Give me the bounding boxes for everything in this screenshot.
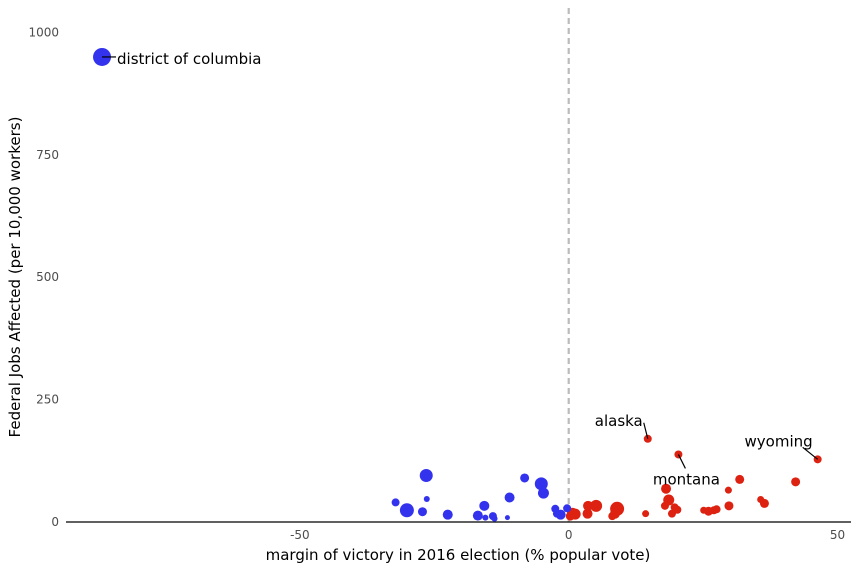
- x-tick-label: 50: [830, 528, 845, 542]
- annotation-label: wyoming: [745, 432, 813, 450]
- data-point-republican: [700, 506, 708, 514]
- data-point-republican: [660, 501, 669, 510]
- data-point-democrat: [423, 495, 430, 502]
- data-point-democrat: [482, 514, 489, 521]
- points-layer: [93, 47, 822, 522]
- annotation-label: montana: [653, 470, 720, 488]
- data-point-republican: [565, 511, 575, 521]
- data-point-republican: [724, 486, 732, 494]
- data-point-republican: [608, 512, 617, 521]
- x-tick-label: -50: [290, 528, 310, 542]
- annotations-layer: district of columbia alaska montana wyoming: [102, 50, 819, 488]
- data-point-republican: [791, 477, 801, 487]
- data-point-democrat: [419, 468, 433, 482]
- data-point-democrat: [520, 473, 530, 483]
- annotation-label: alaska: [595, 412, 643, 430]
- annotation-leader-line: [643, 422, 649, 439]
- data-point-democrat: [442, 509, 453, 520]
- y-tick-label: 500: [36, 270, 59, 284]
- data-point-republican: [724, 501, 734, 511]
- data-point-democrat: [399, 503, 414, 518]
- data-point-republican: [582, 508, 593, 519]
- x-tick-label: 0: [565, 528, 573, 542]
- data-point-democrat: [504, 515, 510, 521]
- data-point-republican: [735, 474, 745, 484]
- data-point-republican: [712, 505, 721, 514]
- data-point-democrat: [479, 500, 490, 511]
- data-point-democrat: [552, 509, 561, 518]
- data-point-democrat: [534, 477, 548, 491]
- y-axis-title: Federal Jobs Affected (per 10,000 worker…: [6, 117, 24, 438]
- data-point-democrat: [491, 515, 498, 522]
- data-point-democrat: [417, 507, 427, 517]
- y-tick-label: 250: [36, 393, 59, 407]
- y-tick-label: 750: [36, 148, 59, 162]
- data-point-democrat: [563, 504, 572, 513]
- annotation-label: district of columbia: [117, 50, 261, 68]
- data-point-democrat: [537, 487, 549, 499]
- data-point-democrat: [391, 498, 400, 507]
- annotation-leader-line: [677, 454, 686, 469]
- y-tick-label: 1000: [28, 25, 59, 39]
- data-point-republican: [642, 510, 650, 518]
- x-axis-title: margin of victory in 2016 election (% po…: [266, 546, 651, 564]
- data-point-republican: [757, 495, 765, 503]
- data-point-republican: [583, 500, 594, 511]
- data-point-republican: [661, 483, 672, 494]
- data-point-republican: [673, 505, 682, 514]
- annotation-leader-line: [802, 446, 819, 460]
- y-tick-label: 0: [51, 515, 59, 529]
- data-point-democrat: [504, 492, 515, 503]
- data-point-republican: [590, 499, 603, 512]
- data-point-democrat: [472, 510, 483, 521]
